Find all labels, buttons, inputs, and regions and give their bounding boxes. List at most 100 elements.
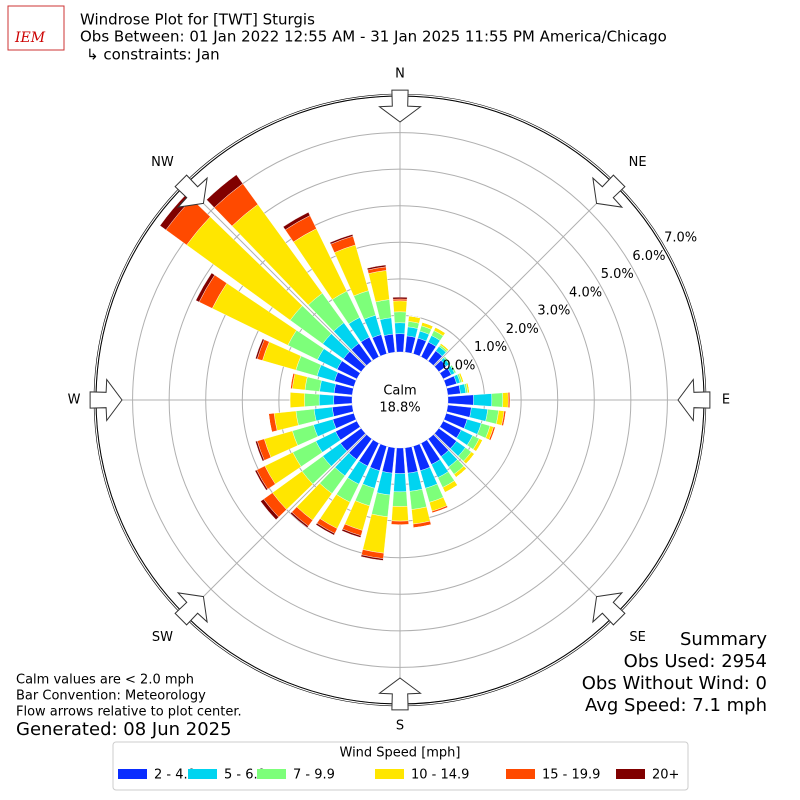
compass-label: W xyxy=(68,393,81,408)
calm-value: 18.8% xyxy=(379,401,420,416)
summary: Obs Without Wind: 0 xyxy=(582,673,767,694)
r-tick-label: 7.0% xyxy=(664,231,697,246)
radial-grid xyxy=(184,433,367,616)
bar-segment xyxy=(295,408,317,426)
bar-segment xyxy=(379,317,394,336)
bar-segment xyxy=(368,270,390,303)
bar-segment xyxy=(460,372,464,382)
grid-circle xyxy=(241,241,559,559)
bar-segment xyxy=(395,333,405,353)
bar-segment xyxy=(304,376,322,392)
compass-label: SW xyxy=(152,630,173,645)
bar-segment xyxy=(362,513,388,554)
calm-circle xyxy=(352,352,448,448)
r-tick-label: 6.0% xyxy=(632,249,665,264)
compass-arrow xyxy=(592,592,626,626)
bar-segment xyxy=(491,392,504,408)
bar-segment xyxy=(407,471,423,492)
generated: Generated: 08 Jun 2025 xyxy=(16,719,232,740)
compass-arrow xyxy=(174,592,208,626)
bar-segment xyxy=(292,373,308,391)
r-tick-label: 5.0% xyxy=(601,267,634,282)
summary: Summary xyxy=(680,629,767,650)
bar-segment xyxy=(392,491,408,507)
bar-segment xyxy=(255,338,265,360)
r-tick-label: 0.0% xyxy=(442,359,475,374)
bar-segment xyxy=(375,299,392,320)
bar-segment xyxy=(451,364,457,373)
note: Calm values are < 2.0 mph xyxy=(16,673,194,688)
grid-circle xyxy=(132,132,668,668)
logo-text: IEM xyxy=(14,30,46,46)
bar-segment xyxy=(490,427,496,441)
bar-segment xyxy=(392,300,408,313)
legend-swatch xyxy=(506,769,535,779)
bar-segment xyxy=(318,394,335,406)
bar-segment xyxy=(465,453,475,464)
compass-arrow xyxy=(174,174,208,208)
bar-segment xyxy=(440,343,449,350)
legend-swatch xyxy=(257,769,286,779)
bar-segment xyxy=(409,488,427,510)
legend-swatch xyxy=(118,769,147,779)
legend-label: 2 - 4.9 xyxy=(154,768,196,783)
legend-label: 20+ xyxy=(652,768,679,783)
legend-box xyxy=(112,741,689,791)
legend-swatch xyxy=(375,769,404,779)
bar-segment xyxy=(313,406,335,422)
bar-segment xyxy=(392,296,408,300)
legend-label: 15 - 19.9 xyxy=(542,768,600,783)
bar-segment xyxy=(473,393,493,407)
bar-segment xyxy=(366,264,387,271)
bar-segment xyxy=(391,506,409,522)
bar-segment xyxy=(469,407,488,422)
bar-segment xyxy=(406,326,419,338)
compass-arrow xyxy=(592,174,626,208)
bar-segment xyxy=(394,322,406,335)
bar-segment xyxy=(360,554,384,561)
legend-title: Wind Speed [mph] xyxy=(340,746,461,761)
compass-label: NE xyxy=(629,155,647,170)
bar-segment xyxy=(268,413,273,433)
chart-subtitle: Obs Between: 01 Jan 2022 12:55 AM - 31 J… xyxy=(80,28,667,46)
bar-segment xyxy=(371,492,391,518)
constraints: ↳ constraints: Jan xyxy=(86,46,220,64)
bar-segment xyxy=(282,211,311,231)
compass-label: NW xyxy=(151,155,174,170)
note: Bar Convention: Meteorology xyxy=(16,689,206,704)
compass-label: E xyxy=(722,393,730,408)
bar-segment xyxy=(254,469,269,491)
calm-label: Calm xyxy=(383,384,416,399)
bar-segment xyxy=(393,473,407,493)
compass-arrow xyxy=(378,89,422,123)
bar-segment xyxy=(341,528,362,538)
note: Flow arrows relative to plot center. xyxy=(16,705,242,720)
bar-segment xyxy=(255,440,265,462)
r-tick-label: 3.0% xyxy=(537,304,570,319)
r-tick-label: 2.0% xyxy=(506,322,539,337)
bar-segment xyxy=(260,498,279,521)
compass-label: S xyxy=(396,719,404,734)
legend-swatch xyxy=(188,769,217,779)
bar-segment xyxy=(503,411,507,426)
bar-segment xyxy=(290,511,309,528)
summary: Obs Used: 2954 xyxy=(624,651,767,672)
r-tick-label: 4.0% xyxy=(569,285,602,300)
legend-label: 7 - 9.9 xyxy=(293,768,335,783)
bar-segment xyxy=(391,520,409,526)
bar-segment xyxy=(394,447,406,474)
bar-segment xyxy=(445,485,458,493)
radial-grid xyxy=(433,433,616,616)
bar-segment xyxy=(289,392,305,408)
bar-segment xyxy=(333,395,353,405)
bar-segment xyxy=(447,394,474,406)
bar-segment xyxy=(304,393,320,407)
grid-circle xyxy=(168,168,632,632)
bar-segment xyxy=(476,440,483,452)
summary: Avg Speed: 7.1 mph xyxy=(585,695,767,716)
bar-segment xyxy=(315,522,336,536)
compass-arrow xyxy=(378,677,422,711)
bar-segment xyxy=(393,311,407,324)
radial-grid xyxy=(184,184,367,367)
